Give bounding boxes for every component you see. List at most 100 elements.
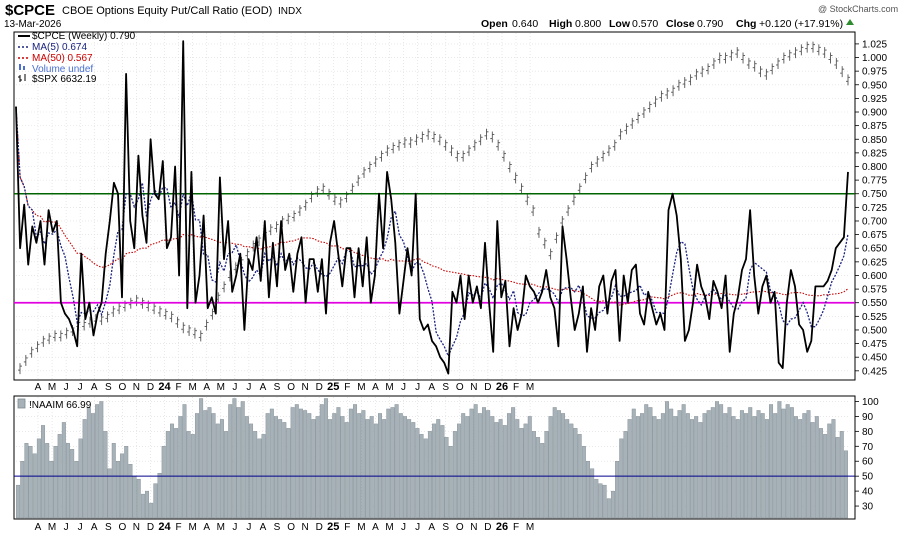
naaim-bar — [502, 425, 507, 519]
naaim-bar — [203, 410, 208, 519]
naaim-bar — [269, 408, 274, 519]
naaim-bar — [128, 464, 133, 519]
upper-x-tick-label: A — [203, 382, 210, 393]
naaim-bar — [656, 419, 661, 519]
naaim-bar — [307, 413, 312, 519]
upper-x-tick-label: 25 — [327, 381, 339, 393]
naaim-bar — [303, 410, 308, 519]
upper-y-tick-label: 1.000 — [862, 53, 887, 64]
lower-y-tick-label: 90 — [862, 412, 874, 423]
naaim-bar — [115, 461, 120, 519]
upper-y-tick-label: 0.475 — [862, 339, 887, 350]
naaim-bar — [735, 419, 740, 519]
naaim-bar — [282, 422, 287, 519]
naaim-bar — [511, 407, 516, 519]
upper-y-axis: 0.425 0.450 0.475 0.500 0.525 0.550 0.575 0.600… — [855, 39, 887, 377]
naaim-bar — [831, 419, 836, 519]
naaim-bar — [631, 408, 636, 519]
upper-y-tick-label: 0.925 — [862, 94, 887, 105]
naaim-bar — [24, 443, 29, 519]
lower-y-tick-label: 70 — [862, 442, 874, 453]
naaim-bar — [290, 407, 295, 519]
naaim-bar — [53, 446, 58, 519]
naaim-bar — [702, 413, 707, 519]
naaim-bar — [573, 428, 578, 519]
naaim-bar — [785, 404, 790, 519]
naaim-bar — [402, 416, 407, 519]
close-label: Close — [666, 18, 695, 30]
lower-legend-swatch — [17, 398, 26, 409]
lower-x-tick-label: D — [147, 522, 154, 533]
upper-x-tick-label: A — [35, 382, 42, 393]
naaim-bar — [153, 483, 158, 519]
naaim-bar — [777, 401, 782, 519]
naaim-bar — [810, 422, 815, 519]
naaim-bar — [531, 431, 536, 519]
upper-x-tick-label: F — [344, 382, 350, 393]
naaim-bar — [353, 404, 358, 519]
naaim-bar — [315, 416, 320, 519]
naaim-bar — [257, 438, 262, 519]
naaim-bar — [336, 407, 341, 519]
low-label: Low — [609, 18, 631, 30]
naaim-bar — [760, 413, 765, 519]
naaim-bar — [361, 410, 366, 519]
naaim-bar — [685, 413, 690, 519]
ma5-line — [15, 106, 849, 358]
naaim-bar — [274, 416, 278, 519]
lower-x-tick-label: F — [176, 522, 182, 533]
upper-x-tick-label: J — [246, 382, 251, 393]
lower-x-tick-label: M — [188, 522, 196, 533]
open-label: Open — [481, 18, 508, 30]
naaim-bar — [78, 438, 83, 519]
upper-x-tick-label: D — [316, 382, 323, 393]
naaim-bar — [482, 407, 486, 519]
naaim-bar — [61, 422, 66, 519]
instrument-name: CBOE Options Equity Put/Call Ratio (EOD) — [62, 5, 272, 17]
upper-y-tick-label: 0.625 — [862, 257, 887, 268]
naaim-bar — [444, 437, 449, 519]
naaim-bar — [652, 416, 657, 519]
naaim-bar — [232, 398, 237, 519]
naaim-bar — [590, 468, 595, 519]
naaim-bar — [219, 419, 224, 519]
naaim-bar — [789, 407, 794, 519]
upper-x-tick-label: A — [428, 382, 435, 393]
naaim-bar — [298, 408, 303, 519]
lower-x-tick-label: M — [48, 522, 56, 533]
naaim-bar — [490, 416, 495, 519]
naaim-bar — [744, 413, 749, 519]
naaim-bar — [606, 498, 611, 519]
upper-y-tick-label: 0.875 — [862, 121, 887, 132]
lower-x-tick-label: A — [372, 522, 379, 533]
naaim-bar — [340, 416, 345, 519]
naaim-bar — [344, 422, 349, 519]
naaim-bar — [586, 461, 590, 519]
naaim-bar — [215, 423, 220, 519]
naaim-bar — [319, 404, 324, 519]
naaim-bar — [386, 408, 391, 519]
naaim-bar — [569, 423, 574, 519]
naaim-bar — [752, 416, 757, 519]
spx-bars — [18, 41, 850, 375]
naaim-bar — [635, 416, 640, 519]
naaim-bar — [794, 416, 798, 519]
naaim-bar — [186, 431, 191, 519]
naaim-bar — [28, 446, 33, 519]
naaim-bar — [369, 416, 374, 519]
lower-x-tick-label: A — [35, 522, 42, 533]
naaim-bar — [286, 428, 291, 519]
upper-x-tick-label: A — [91, 382, 98, 393]
naaim-bar — [498, 419, 503, 519]
naaim-bar — [544, 431, 549, 519]
upper-y-tick-label: 0.600 — [862, 271, 887, 282]
naaim-bar — [415, 428, 420, 519]
lower-x-tick-label: F — [513, 522, 519, 533]
naaim-bar — [378, 413, 382, 519]
naaim-bar — [814, 416, 819, 519]
naaim-bar — [149, 502, 154, 519]
naaim-bar — [660, 413, 665, 519]
lower-x-tick-label: M — [385, 522, 393, 533]
naaim-bar — [473, 404, 478, 519]
naaim-bar — [157, 472, 162, 519]
